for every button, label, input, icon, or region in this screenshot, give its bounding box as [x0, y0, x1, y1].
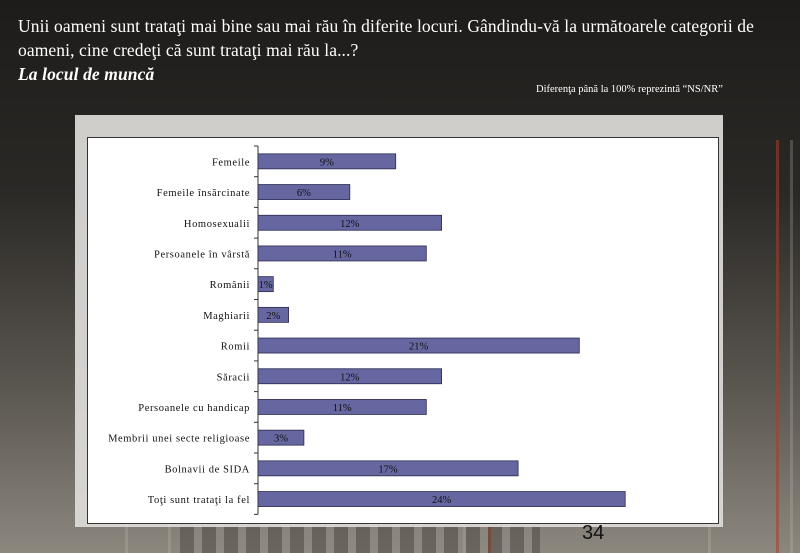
value-label: 11% [333, 403, 352, 414]
category-label: Persoanele în vârstă [154, 249, 250, 260]
bar [257, 214, 443, 231]
question-text: Unii oameni sunt trataţi mai bine sau ma… [18, 16, 755, 60]
bar [257, 491, 626, 507]
bar [257, 306, 290, 323]
category-label: Membrii unei secte religioase [108, 434, 250, 445]
value-label: 9% [320, 157, 334, 168]
bar [257, 368, 443, 385]
bar [257, 184, 351, 200]
value-label: 21% [409, 342, 429, 353]
bar [257, 429, 305, 446]
bar-chart: Femeile 9% Femeile însărcinate 6% Homosexual… [108, 145, 626, 515]
bar [257, 460, 519, 477]
value-label: 17% [378, 464, 398, 475]
bar [257, 245, 427, 262]
category-label: Femeile [212, 157, 250, 168]
value-label: 2% [266, 311, 280, 322]
category-label: Homosexualii [184, 219, 250, 230]
category-label: Românii [210, 280, 250, 291]
bar [257, 399, 427, 415]
value-label: 6% [297, 188, 311, 199]
value-label: 12% [340, 372, 360, 383]
category-label: Femeile însărcinate [157, 188, 250, 199]
bar [257, 153, 397, 170]
value-label: 12% [340, 219, 360, 230]
category-label: Bolnavii de SIDA [165, 464, 250, 475]
category-label: Săracii [217, 372, 250, 383]
ns-nr-note: Diferenţa până la 100% reprezintă “NS/NR… [536, 84, 723, 95]
subtitle: La locul de muncă [18, 64, 155, 84]
value-label: 24% [432, 495, 452, 506]
value-label: 1% [259, 280, 273, 291]
category-label: Romii [221, 342, 250, 353]
category-label: Persoanele cu handicap [138, 403, 250, 414]
value-label: 3% [274, 434, 288, 445]
category-label: Toţi sunt trataţi la fel [148, 495, 250, 506]
chart-frame: Femeile 9% Femeile însărcinate 6% Homosexual… [87, 137, 719, 524]
slide-title: Unii oameni sunt trataţi mai bine sau ma… [18, 14, 788, 86]
bar [257, 337, 580, 354]
bar [257, 276, 274, 293]
category-label: Maghiarii [203, 311, 250, 322]
value-label: 11% [333, 249, 352, 260]
page-number: 34 [582, 522, 605, 544]
